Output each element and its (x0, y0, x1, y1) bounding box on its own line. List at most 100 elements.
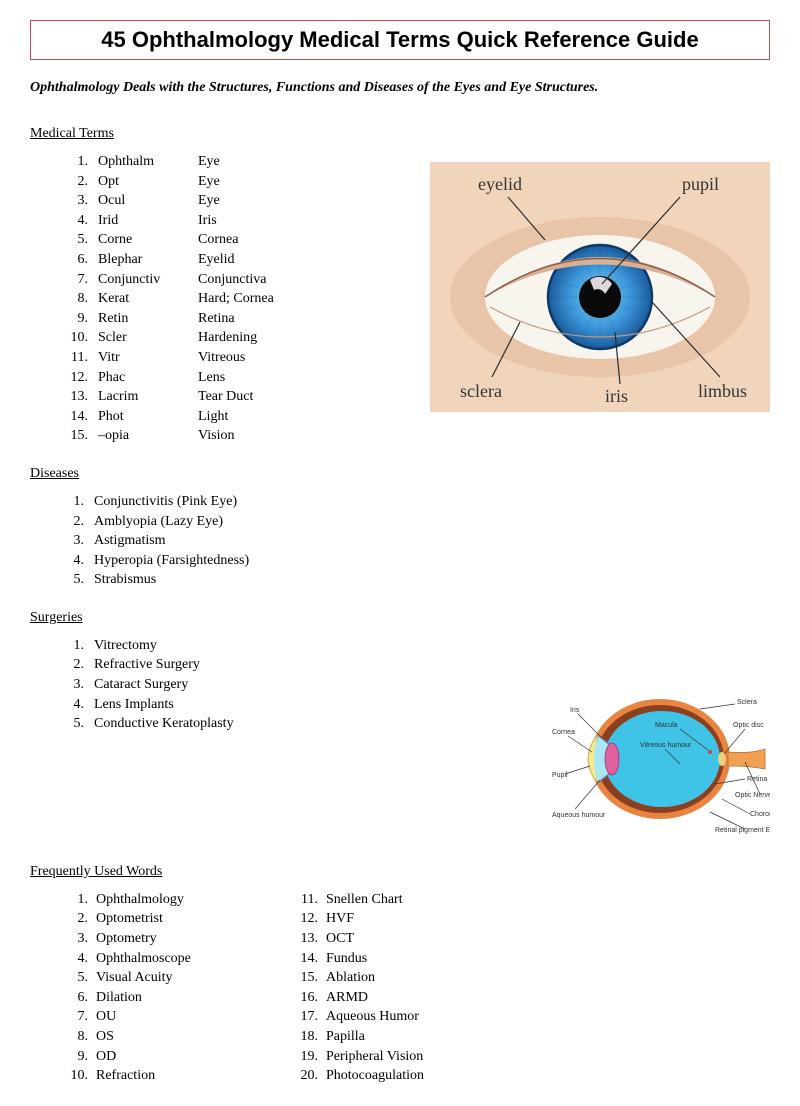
freq-num: 5. (60, 968, 96, 988)
term-name: Irid (98, 211, 198, 231)
term-name: Phot (98, 407, 198, 427)
item-num: 4. (60, 695, 94, 715)
freq-item: 8.OS (60, 1027, 290, 1047)
term-def: Vision (198, 426, 420, 446)
freq-item: 2.Optometrist (60, 909, 290, 929)
item-num: 4. (60, 551, 94, 571)
term-name: –opia (98, 426, 198, 446)
term-name: Ophthalm (98, 152, 198, 172)
freq-item: 17.Aqueous Humor (290, 1007, 520, 1027)
item-text: Lens Implants (94, 695, 174, 715)
freq-item: 5.Visual Acuity (60, 968, 290, 988)
item-text: Strabismus (94, 570, 156, 590)
freq-text: Aqueous Humor (326, 1007, 419, 1027)
freq-item: 11.Snellen Chart (290, 890, 520, 910)
item-num: 5. (60, 714, 94, 734)
eye-anatomy-diagram: eyelid pupil sclera iris limbus (430, 162, 770, 412)
term-def: Eye (198, 191, 420, 211)
cs-iris: Iris (570, 707, 580, 714)
cs-retina: Retina (747, 776, 767, 783)
term-num: 14. (60, 407, 98, 427)
item-text: Vitrectomy (94, 636, 157, 656)
freq-text: OU (96, 1007, 116, 1027)
freq-num: 15. (290, 968, 326, 988)
cs-vitreous: Vitreous humour (640, 742, 692, 749)
freq-text: Visual Acuity (96, 968, 173, 988)
freq-num: 4. (60, 949, 96, 969)
term-row: 7.ConjunctivConjunctiva (60, 270, 420, 290)
cs-cornea: Cornea (552, 729, 575, 736)
item-text: Conductive Keratoplasty (94, 714, 234, 734)
term-def: Conjunctiva (198, 270, 420, 290)
term-name: Scler (98, 328, 198, 348)
term-row: 9.RetinRetina (60, 309, 420, 329)
medical-terms-heading: Medical Terms (30, 126, 770, 142)
freq-text: HVF (326, 909, 354, 929)
term-row: 6.BlepharEyelid (60, 250, 420, 270)
list-item: 3.Astigmatism (60, 531, 770, 551)
term-num: 7. (60, 270, 98, 290)
freq-item: 12.HVF (290, 909, 520, 929)
term-name: Conjunctiv (98, 270, 198, 290)
term-name: Phac (98, 368, 198, 388)
freq-text: Ophthalmoscope (96, 949, 191, 969)
term-def: Eye (198, 172, 420, 192)
term-num: 3. (60, 191, 98, 211)
freq-text: OCT (326, 929, 354, 949)
freq-text: Optometrist (96, 909, 163, 929)
page-title: 45 Ophthalmology Medical Terms Quick Ref… (101, 27, 698, 52)
surgeries-heading: Surgeries (30, 610, 770, 626)
term-row: 12.PhacLens (60, 368, 420, 388)
label-limbus: limbus (698, 381, 747, 401)
freq-num: 17. (290, 1007, 326, 1027)
term-num: 13. (60, 387, 98, 407)
frequent-heading: Frequently Used Words (30, 864, 770, 880)
frequent-words-columns: 1.Ophthalmology2.Optometrist3.Optometry4… (60, 890, 770, 1086)
freq-text: Fundus (326, 949, 367, 969)
freq-num: 8. (60, 1027, 96, 1047)
freq-num: 1. (60, 890, 96, 910)
item-text: Hyperopia (Farsightedness) (94, 551, 249, 571)
freq-item: 15.Ablation (290, 968, 520, 988)
item-num: 3. (60, 531, 94, 551)
term-row: 1.OphthalmEye (60, 152, 420, 172)
diseases-heading: Diseases (30, 466, 770, 482)
freq-num: 9. (60, 1047, 96, 1067)
freq-item: 3.Optometry (60, 929, 290, 949)
freq-num: 16. (290, 988, 326, 1008)
freq-item: 7.OU (60, 1007, 290, 1027)
subtitle: Ophthalmology Deals with the Structures,… (30, 80, 770, 96)
freq-item: 9.OD (60, 1047, 290, 1067)
freq-text: Peripheral Vision (326, 1047, 423, 1067)
term-def: Hardening (198, 328, 420, 348)
freq-item: 10.Refraction (60, 1066, 290, 1086)
term-num: 5. (60, 230, 98, 250)
term-num: 6. (60, 250, 98, 270)
item-text: Conjunctivitis (Pink Eye) (94, 492, 237, 512)
term-row: 11.VitrVitreous (60, 348, 420, 368)
label-pupil: pupil (682, 174, 719, 194)
freq-text: Photocoagulation (326, 1066, 424, 1086)
term-name: Kerat (98, 289, 198, 309)
term-def: Eyelid (198, 250, 420, 270)
term-def: Retina (198, 309, 420, 329)
freq-text: Snellen Chart (326, 890, 403, 910)
label-eyelid: eyelid (478, 174, 522, 194)
term-row: 14.PhotLight (60, 407, 420, 427)
term-num: 1. (60, 152, 98, 172)
freq-num: 11. (290, 890, 326, 910)
eye-cross-section-diagram: Iris Cornea Pupil Aqueous humour Macula … (550, 674, 770, 844)
freq-num: 13. (290, 929, 326, 949)
cs-pupil: Pupil (552, 772, 568, 779)
list-item: 1.Vitrectomy (60, 636, 770, 656)
term-name: Vitr (98, 348, 198, 368)
list-item: 4.Hyperopia (Farsightedness) (60, 551, 770, 571)
term-name: Blephar (98, 250, 198, 270)
term-def: Lens (198, 368, 420, 388)
term-def: Tear Duct (198, 387, 420, 407)
freq-text: Optometry (96, 929, 157, 949)
cs-rpe: Retinal pigment Epithelium (715, 827, 770, 834)
freq-text: OS (96, 1027, 114, 1047)
diseases-list: 1.Conjunctivitis (Pink Eye)2.Amblyopia (… (60, 492, 770, 590)
item-text: Cataract Surgery (94, 675, 188, 695)
